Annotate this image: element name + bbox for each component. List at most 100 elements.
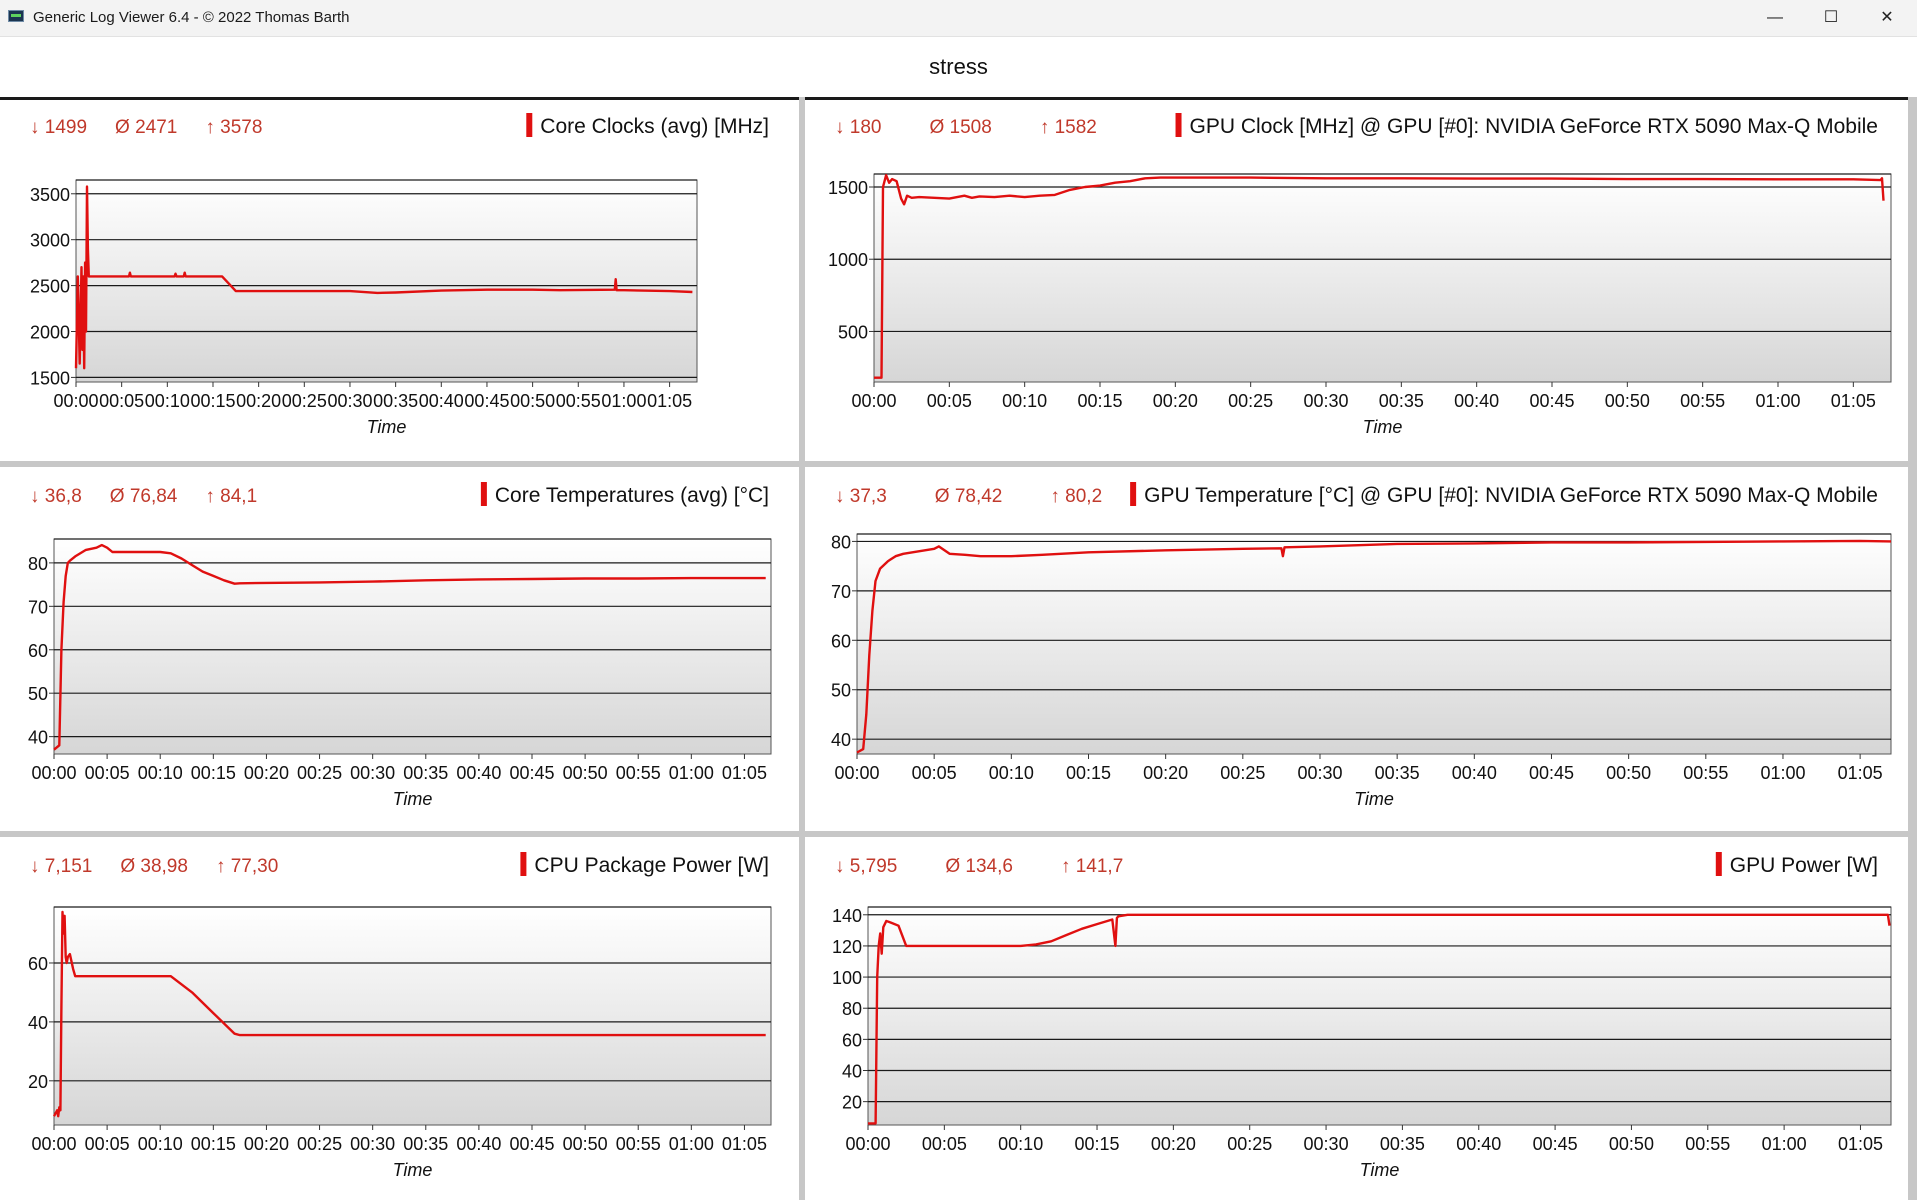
x-tick-label: 01:00 <box>669 1134 714 1154</box>
series-line <box>74 185 693 370</box>
x-tick-label: 00:20 <box>236 391 281 411</box>
x-tick-label: 00:10 <box>145 391 190 411</box>
close-icon: ✕ <box>1880 9 1894 26</box>
x-tick-label: 00:10 <box>998 1134 1043 1154</box>
y-tick-label: 140 <box>832 906 862 926</box>
x-tick-label: 00:05 <box>922 1134 967 1154</box>
x-tick-label: 00:25 <box>282 391 327 411</box>
y-tick-label: 40 <box>842 1062 862 1082</box>
chart-title: GPU Temperature [°C] @ GPU [#0]: NVIDIA … <box>1144 484 1878 507</box>
stat-max: ↑ 141,7 <box>1061 856 1123 877</box>
x-tick-label: 00:45 <box>509 763 554 783</box>
chart-gpu-power[interactable]: ↓ 5,795 Ø 134,6 ↑ 141,7 GPU Power [W] 20 40 60… <box>805 837 1908 1200</box>
legend-swatch <box>520 852 527 876</box>
stat-min: ↓ 180 <box>835 117 881 138</box>
series-line <box>868 913 1891 1125</box>
x-tick-label: 00:40 <box>1456 1134 1501 1154</box>
chart-title: GPU Power [W] <box>1730 854 1878 877</box>
x-tick-label: 00:55 <box>1683 763 1728 783</box>
chart-core-temperatures[interactable]: ↓ 36,8 Ø 76,84 ↑ 84,1 Core Temperatures (av… <box>0 467 799 831</box>
x-tick-label: 00:05 <box>85 1134 130 1154</box>
y-tick-label: 80 <box>28 554 48 574</box>
y-tick-label: 2000 <box>30 323 70 343</box>
close-button[interactable]: ✕ <box>1859 0 1915 36</box>
x-axis-label: Time <box>1363 417 1403 437</box>
x-tick-label: 00:05 <box>99 391 144 411</box>
y-tick-label: 40 <box>28 1013 48 1033</box>
y-tick-label: 1000 <box>828 250 868 270</box>
x-tick-label: 00:45 <box>1533 1134 1578 1154</box>
x-tick-label: 00:40 <box>456 1134 501 1154</box>
panel-divider-vertical <box>799 97 805 1200</box>
x-tick-label: 00:35 <box>403 763 448 783</box>
x-tick-label: 00:10 <box>138 1134 183 1154</box>
y-tick-label: 1500 <box>828 178 868 198</box>
x-tick-label: 00:20 <box>1143 763 1188 783</box>
stat-max: ↑ 80,2 <box>1050 486 1102 507</box>
panel-divider-horizontal <box>0 831 1917 837</box>
y-tick-label: 60 <box>842 1030 862 1050</box>
x-tick-label: 01:05 <box>722 763 767 783</box>
stat-min: ↓ 7,151 <box>30 856 92 877</box>
x-tick-label: 00:40 <box>1452 763 1497 783</box>
x-tick-label: 00:40 <box>456 763 501 783</box>
y-tick-label: 3000 <box>30 231 70 251</box>
title-divider <box>0 97 1917 100</box>
plot-area <box>75 179 698 383</box>
x-tick-label: 00:20 <box>244 1134 289 1154</box>
x-axis-label: Time <box>393 1160 433 1180</box>
x-tick-label: 00:30 <box>1297 763 1342 783</box>
y-tick-label: 60 <box>831 631 851 651</box>
y-tick-label: 500 <box>838 322 868 342</box>
x-tick-label: 00:05 <box>912 763 957 783</box>
plot-area <box>53 538 772 755</box>
y-tick-label: 20 <box>28 1072 48 1092</box>
x-tick-label: 00:30 <box>350 1134 395 1154</box>
x-tick-label: 00:50 <box>510 391 555 411</box>
x-tick-label: 00:55 <box>1685 1134 1730 1154</box>
maximize-button[interactable]: ☐ <box>1803 0 1859 36</box>
stat-avg: Ø 38,98 <box>120 856 188 877</box>
legend-swatch <box>526 113 533 137</box>
stat-avg: Ø 2471 <box>115 117 177 138</box>
x-tick-label: 00:35 <box>1375 763 1420 783</box>
x-tick-label: 00:30 <box>1304 1134 1349 1154</box>
x-tick-label: 00:00 <box>31 763 76 783</box>
x-tick-label: 00:15 <box>190 391 235 411</box>
x-tick-label: 00:45 <box>1529 391 1574 411</box>
plot-area <box>53 906 772 1126</box>
y-tick-label: 60 <box>28 954 48 974</box>
x-tick-label: 00:45 <box>1529 763 1574 783</box>
x-tick-label: 00:15 <box>1066 763 1111 783</box>
y-tick-label: 50 <box>831 681 851 701</box>
minimize-button[interactable]: — <box>1747 0 1803 36</box>
chart-title: Core Temperatures (avg) [°C] <box>495 484 769 507</box>
stat-avg: Ø 76,84 <box>110 486 178 507</box>
y-tick-label: 1500 <box>30 368 70 388</box>
stat-min: ↓ 37,3 <box>835 486 887 507</box>
plot-area <box>856 533 1892 755</box>
x-tick-label: 00:05 <box>85 763 130 783</box>
x-tick-label: 01:00 <box>669 763 714 783</box>
x-tick-label: 00:10 <box>138 763 183 783</box>
x-tick-label: 00:35 <box>373 391 418 411</box>
chart-cpu-package-power[interactable]: ↓ 7,151 Ø 38,98 ↑ 77,30 CPU Package Power [… <box>0 837 799 1200</box>
x-tick-label: 00:25 <box>297 763 342 783</box>
chart-gpu-temperature[interactable]: ↓ 37,3 Ø 78,42 ↑ 80,2 GPU Temperature [°C] … <box>805 467 1908 831</box>
chart-core-clocks[interactable]: ↓ 1499 Ø 2471 ↑ 3578 Core Clocks (avg) [MHz… <box>0 98 799 461</box>
stat-min: ↓ 5,795 <box>835 856 897 877</box>
y-tick-label: 20 <box>842 1093 862 1113</box>
x-tick-label: 00:00 <box>31 1134 76 1154</box>
y-tick-label: 120 <box>832 937 862 957</box>
x-tick-label: 00:05 <box>927 391 972 411</box>
x-tick-label: 00:25 <box>297 1134 342 1154</box>
stat-avg: Ø 78,42 <box>935 486 1003 507</box>
x-tick-label: 00:35 <box>403 1134 448 1154</box>
x-tick-label: 01:00 <box>1762 1134 1807 1154</box>
series-line <box>874 173 1885 379</box>
title-bar: Generic Log Viewer 6.4 - © 2022 Thomas B… <box>0 0 1917 37</box>
x-tick-label: 00:55 <box>616 763 661 783</box>
x-tick-label: 00:25 <box>1228 391 1273 411</box>
x-tick-label: 00:50 <box>563 1134 608 1154</box>
chart-gpu-clock[interactable]: ↓ 180 Ø 1508 ↑ 1582 GPU Clock [MHz] @ GPU [… <box>805 98 1908 461</box>
